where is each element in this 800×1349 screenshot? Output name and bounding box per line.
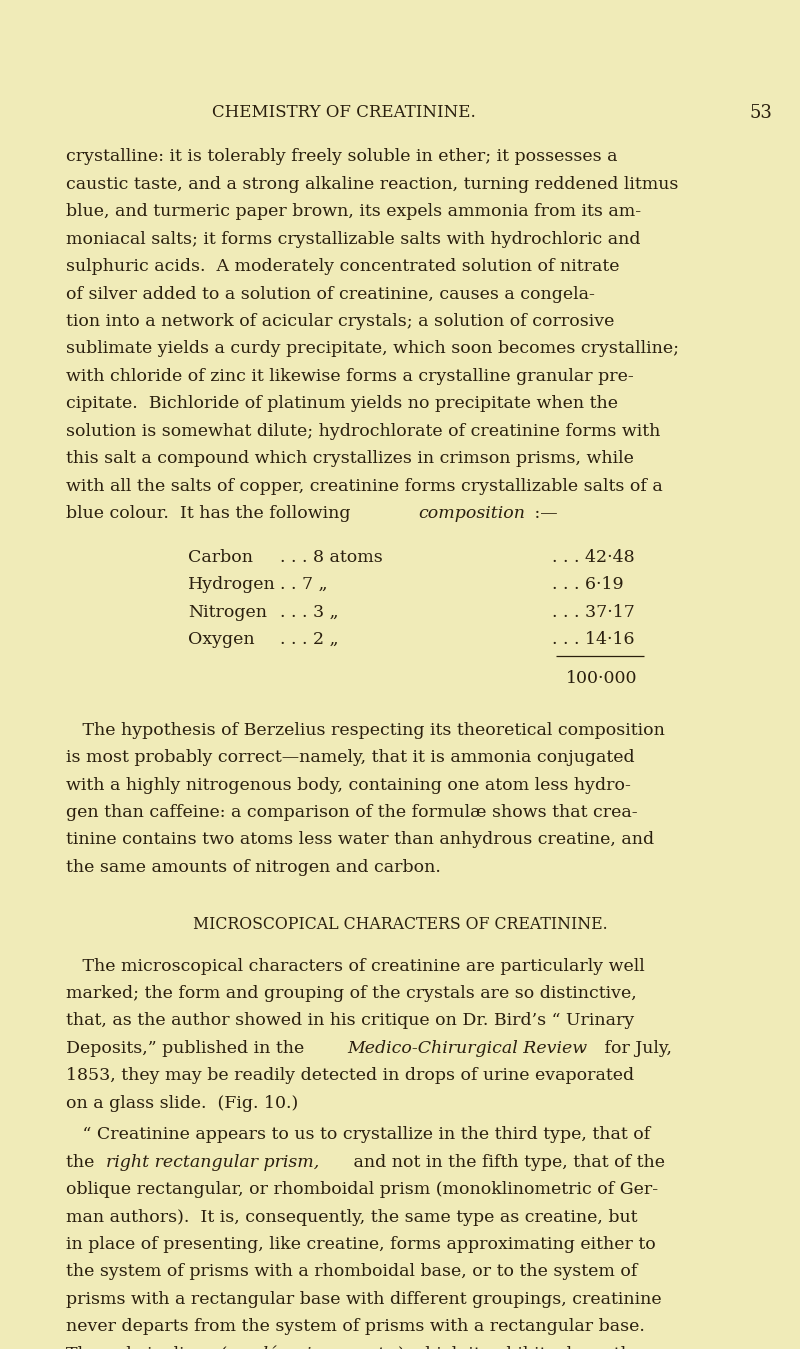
Text: the: the (66, 1153, 99, 1171)
Text: blue, and turmeric paper brown, its expels ammonia from its am-: blue, and turmeric paper brown, its expe… (66, 204, 641, 220)
Text: tinine contains two atoms less water than anhydrous creatine, and: tinine contains two atoms less water tha… (66, 831, 654, 849)
Text: décroissements: décroissements (257, 1346, 394, 1349)
Text: Carbon: Carbon (188, 549, 253, 565)
Text: the system of prisms with a rhomboidal base, or to the system of: the system of prisms with a rhomboidal b… (66, 1264, 637, 1280)
Text: of silver added to a solution of creatinine, causes a congela-: of silver added to a solution of creatin… (66, 286, 594, 302)
Text: solution is somewhat dilute; hydrochlorate of creatinine forms with: solution is somewhat dilute; hydrochlora… (66, 422, 660, 440)
Text: The hypothesis of Berzelius respecting its theoretical composition: The hypothesis of Berzelius respecting i… (66, 722, 665, 739)
Text: CHEMISTRY OF CREATININE.: CHEMISTRY OF CREATININE. (212, 104, 476, 121)
Text: The only inclines (: The only inclines ( (66, 1346, 227, 1349)
Text: in place of presenting, like creatine, forms approximating either to: in place of presenting, like creatine, f… (66, 1236, 655, 1253)
Text: sublimate yields a curdy precipitate, which soon becomes crystalline;: sublimate yields a curdy precipitate, wh… (66, 340, 678, 357)
Text: that, as the author showed in his critique on Dr. Bird’s “ Urinary: that, as the author showed in his critiq… (66, 1013, 634, 1029)
Text: crystalline: it is tolerably freely soluble in ether; it possesses a: crystalline: it is tolerably freely solu… (66, 148, 617, 166)
Text: man authors).  It is, consequently, the same type as creatine, but: man authors). It is, consequently, the s… (66, 1209, 637, 1226)
Text: . . . 2 „: . . . 2 „ (280, 631, 338, 648)
Text: sulphuric acids.  A moderately concentrated solution of nitrate: sulphuric acids. A moderately concentrat… (66, 258, 619, 275)
Text: . . . 14·16: . . . 14·16 (552, 631, 634, 648)
Text: cipitate.  Bichloride of platinum yields no precipitate when the: cipitate. Bichloride of platinum yields … (66, 395, 618, 413)
Text: . . . 6·19: . . . 6·19 (552, 576, 624, 594)
Text: oblique rectangular, or rhomboidal prism (monoklinometric of Ger-: oblique rectangular, or rhomboidal prism… (66, 1182, 658, 1198)
Text: blue colour.  It has the following: blue colour. It has the following (66, 505, 356, 522)
Text: . . . 3 „: . . . 3 „ (280, 604, 338, 621)
Text: 53: 53 (749, 104, 772, 121)
Text: prisms with a rectangular base with different groupings, creatinine: prisms with a rectangular base with diff… (66, 1291, 662, 1309)
Text: Medico-Chirurgical Review: Medico-Chirurgical Review (347, 1040, 588, 1056)
Text: composition: composition (418, 505, 525, 522)
Text: MICROSCOPICAL CHARACTERS OF CREATININE.: MICROSCOPICAL CHARACTERS OF CREATININE. (193, 916, 607, 934)
Text: . . . 37·17: . . . 37·17 (552, 604, 635, 621)
Text: never departs from the system of prisms with a rectangular base.: never departs from the system of prisms … (66, 1318, 645, 1336)
Text: on a glass slide.  (Fig. 10.): on a glass slide. (Fig. 10.) (66, 1095, 298, 1112)
Text: the same amounts of nitrogen and carbon.: the same amounts of nitrogen and carbon. (66, 859, 441, 876)
Text: . . . 42·48: . . . 42·48 (552, 549, 634, 565)
Text: with a highly nitrogenous body, containing one atom less hydro-: with a highly nitrogenous body, containi… (66, 777, 630, 793)
Text: with chloride of zinc it likewise forms a crystalline granular pre-: with chloride of zinc it likewise forms … (66, 368, 634, 384)
Text: Nitrogen: Nitrogen (188, 604, 267, 621)
Text: ) which it exhibits, have the: ) which it exhibits, have the (398, 1346, 642, 1349)
Text: 100·000: 100·000 (566, 669, 638, 687)
Text: with all the salts of copper, creatinine forms crystallizable salts of a: with all the salts of copper, creatinine… (66, 478, 662, 495)
Text: . . 7 „: . . 7 „ (280, 576, 328, 594)
Text: for July,: for July, (599, 1040, 672, 1056)
Text: gen than caffeine: a comparison of the formulæ shows that crea-: gen than caffeine: a comparison of the f… (66, 804, 638, 822)
Text: this salt a compound which crystallizes in crimson prisms, while: this salt a compound which crystallizes … (66, 451, 634, 467)
Text: marked; the form and grouping of the crystals are so distinctive,: marked; the form and grouping of the cry… (66, 985, 636, 1002)
Text: . . . 8 atoms: . . . 8 atoms (280, 549, 382, 565)
Text: The microscopical characters of creatinine are particularly well: The microscopical characters of creatini… (66, 958, 644, 974)
Text: moniacal salts; it forms crystallizable salts with hydrochloric and: moniacal salts; it forms crystallizable … (66, 231, 640, 248)
Text: is most probably correct—namely, that it is ammonia conjugated: is most probably correct—namely, that it… (66, 749, 634, 766)
Text: :—: :— (529, 505, 558, 522)
Text: and not in the fifth type, that of the: and not in the fifth type, that of the (347, 1153, 665, 1171)
Text: “ Creatinine appears to us to crystallize in the third type, that of: “ Creatinine appears to us to crystalliz… (66, 1126, 650, 1144)
Text: Deposits,” published in the: Deposits,” published in the (66, 1040, 310, 1056)
Text: 1853, they may be readily detected in drops of urine evaporated: 1853, they may be readily detected in dr… (66, 1067, 634, 1085)
Text: right rectangular prism,: right rectangular prism, (106, 1153, 319, 1171)
Text: caustic taste, and a strong alkaline reaction, turning reddened litmus: caustic taste, and a strong alkaline rea… (66, 175, 678, 193)
Text: Hydrogen: Hydrogen (188, 576, 276, 594)
Text: tion into a network of acicular crystals; a solution of corrosive: tion into a network of acicular crystals… (66, 313, 614, 331)
Text: Oxygen: Oxygen (188, 631, 254, 648)
